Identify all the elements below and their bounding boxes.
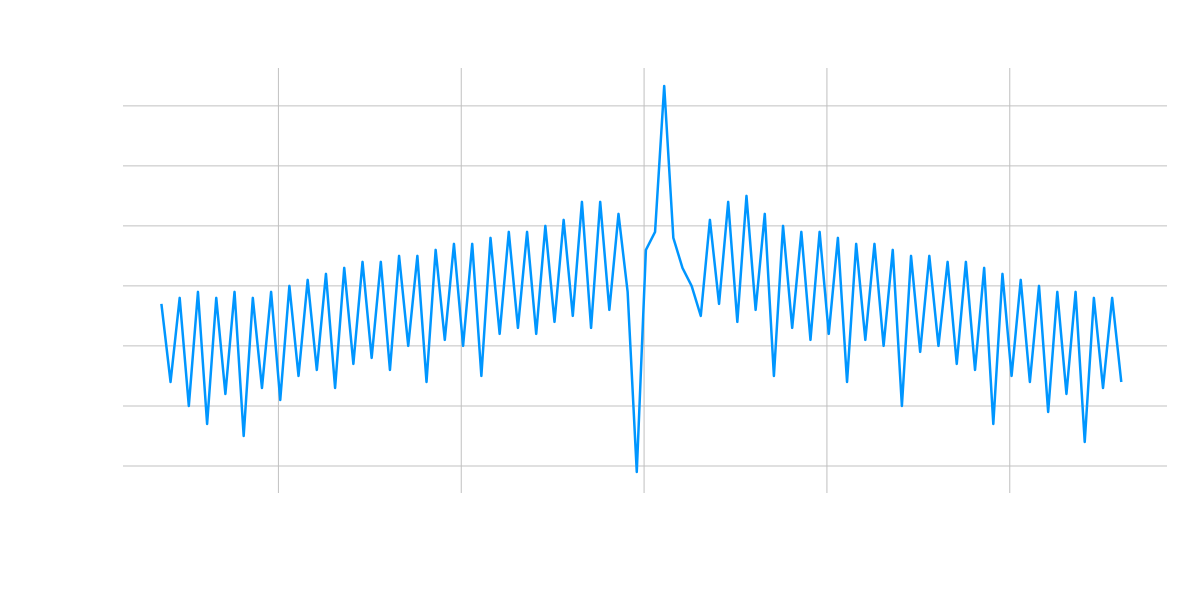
data-line [160, 84, 1123, 474]
